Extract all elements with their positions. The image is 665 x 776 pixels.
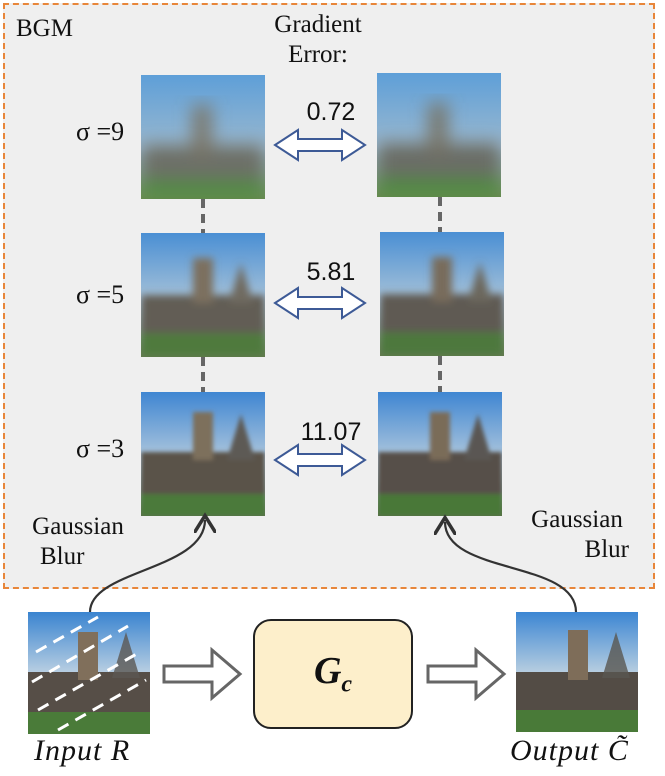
input-blur-sigma-9-image (141, 75, 265, 199)
output-c-image (516, 612, 638, 732)
right-blur-line1: Gaussian (531, 506, 623, 533)
output-blur-sigma-5-image (380, 232, 504, 356)
sigma-3-label: σ =3 (76, 434, 125, 463)
sigma-9-label: σ =9 (76, 117, 125, 146)
input-r-label: Input R (34, 734, 131, 767)
left-blur-line2: Blur (40, 543, 85, 570)
right-blur-curve-arrow (445, 522, 578, 613)
bgm-label: BGM (16, 15, 73, 42)
error-value-sigma-3: 11.07 (300, 418, 362, 446)
right-blur-line2: Blur (584, 536, 629, 563)
output-c-label: Output C̃ (510, 734, 629, 767)
right-gaussian-blur-label: Gaussian Blur (515, 505, 639, 565)
double-arrow-sigma-5 (273, 286, 367, 320)
left-blur-curve-arrow (88, 520, 205, 613)
gradient-error-title-line2: Error: (288, 41, 348, 68)
input-to-generator-arrow (162, 646, 243, 702)
left-blur-line1: Gaussian (32, 513, 124, 540)
error-value-sigma-5: 5.81 (306, 258, 356, 286)
sigma-5-label: σ =5 (76, 280, 125, 309)
double-arrow-sigma-9 (273, 128, 367, 162)
output-blur-sigma-3-image (378, 392, 502, 516)
generator-subscript: c (341, 671, 353, 698)
generator-label: Gc (314, 649, 352, 699)
input-r-image (28, 612, 150, 734)
generator-main-letter: G (313, 650, 342, 693)
gradient-error-title: Gradient Error: (258, 10, 378, 70)
double-arrow-sigma-3 (273, 443, 367, 477)
generator-to-output-arrow (426, 646, 507, 702)
output-blur-sigma-9-image (377, 73, 501, 197)
input-blur-sigma-3-image (141, 392, 265, 516)
error-value-sigma-9: 0.72 (306, 98, 356, 126)
input-blur-sigma-5-image (141, 233, 265, 357)
left-gaussian-blur-label: Gaussian Blur (18, 512, 138, 572)
generator-gc-box: Gc (253, 619, 413, 729)
gradient-error-title-line1: Gradient (274, 11, 362, 38)
